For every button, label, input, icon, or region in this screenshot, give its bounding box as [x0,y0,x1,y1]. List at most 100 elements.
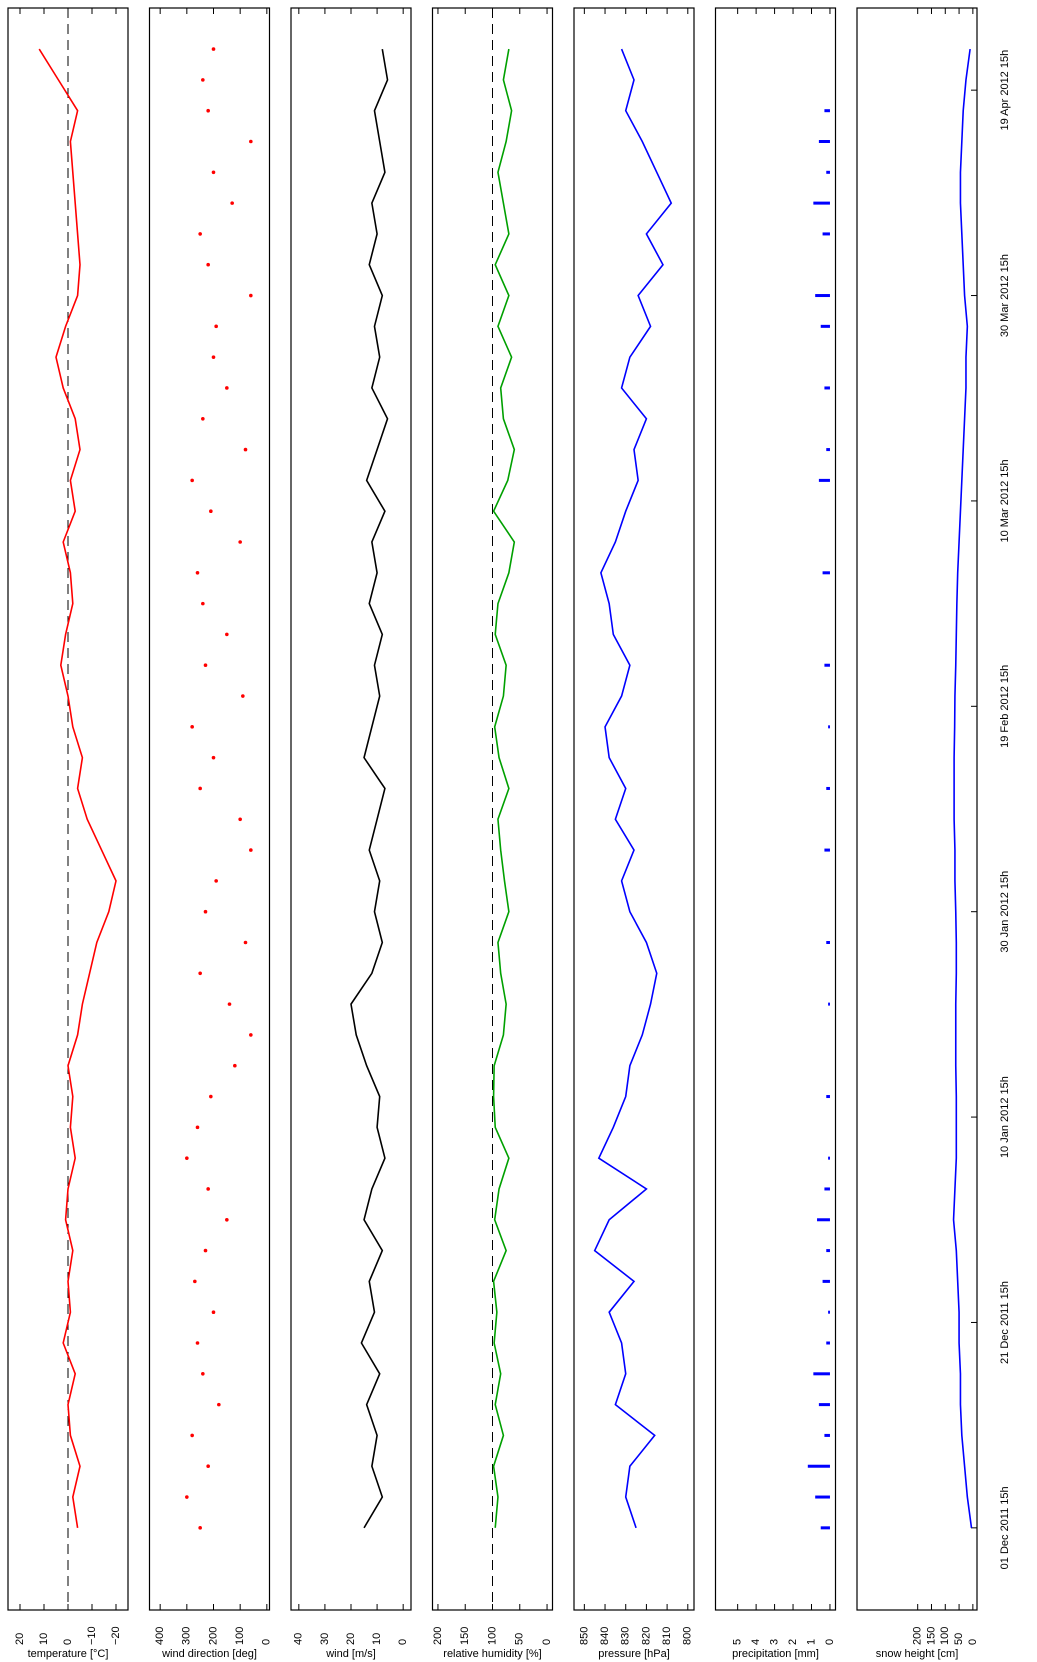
y-tick-label: 200 [912,1627,924,1645]
bar [807,1464,830,1468]
data-line [593,48,673,1529]
data-line [492,48,516,1528]
bar [818,1403,830,1407]
data-point [190,725,194,729]
data-point [243,940,248,945]
y-tick-label: 400 [154,1627,166,1645]
y-tick-label: 10 [38,1633,50,1645]
bar [813,201,830,205]
bar [818,478,830,482]
bar [826,170,830,174]
data-point [211,1310,216,1314]
bar [817,1218,830,1222]
y-tick-label: 30 [319,1633,331,1645]
data-point [249,1033,253,1037]
x-tick-label: 10 Jan 2012 15h [999,1076,1011,1158]
data-point [238,817,242,822]
bar [826,448,830,452]
bar [826,1095,830,1099]
y-axis-title: precipitation [mm] [732,1648,819,1660]
panel-frame [290,7,412,1611]
y-tick-label: 100 [939,1627,951,1645]
data-point [201,78,205,82]
y-tick-label: 100 [486,1627,498,1645]
data-point [225,632,229,637]
data-point [230,201,234,205]
data-point [233,1063,237,1068]
bar [815,1495,830,1499]
data-point [249,139,253,144]
bar [828,1156,830,1160]
x-tick-label: 10 Mar 2012 15h [999,459,1011,542]
y-tick-label: 4 [750,1639,762,1645]
bar [824,663,830,667]
bar [822,1279,830,1283]
data-point [206,108,210,113]
data-point [206,1464,210,1469]
y-tick-label: 50 [953,1633,965,1645]
bar [820,1526,830,1530]
y-axis-title: pressure [hPa] [598,1648,670,1660]
y-tick-label: 0 [541,1639,553,1645]
y-tick-label: 50 [514,1633,526,1645]
data-point [201,601,205,606]
data-point [211,47,216,51]
y-tick-label: 200 [207,1627,219,1645]
data-point [195,571,200,575]
bar [828,1310,830,1314]
data-point [195,1341,200,1345]
data-point [185,1156,189,1160]
data-point [227,1002,232,1006]
y-tick-label: 300 [181,1627,193,1645]
y-tick-label: 0 [261,1639,273,1645]
data-point [203,1248,208,1253]
y-tick-label: 3 [768,1639,780,1645]
data-point [214,879,218,883]
y-axis-title: wind direction [deg] [161,1648,257,1660]
data-point [203,663,208,668]
bar [826,1249,830,1253]
y-axis-title: snow height [cm] [876,1648,959,1660]
y-axis-title: wind [m/s] [325,1648,376,1660]
bar [826,786,830,790]
data-point [211,170,216,175]
y-tick-label: 830 [620,1627,632,1645]
bar [824,386,830,390]
data-point [211,355,216,359]
y-axis-title: relative humidity [%] [443,1648,541,1660]
bar [822,232,830,236]
x-tick-label: 30 Mar 2012 15h [999,254,1011,337]
y-tick-label: 10 [371,1633,383,1645]
data-point [203,909,208,914]
y-tick-label: 0 [824,1639,836,1645]
y-tick-label: 820 [640,1627,652,1645]
bar [815,294,830,298]
data-point [249,293,253,298]
data-point [249,848,253,852]
bar [828,1002,830,1006]
y-tick-label: −20 [110,1626,122,1645]
y-tick-label: 40 [293,1633,305,1645]
y-tick-label: 20 [14,1633,26,1645]
y-tick-label: 850 [578,1627,590,1645]
data-point [198,232,202,236]
y-tick-label: 2 [787,1639,799,1645]
data-point [198,1526,202,1530]
bar [824,1187,830,1191]
y-tick-label: 0 [397,1639,409,1645]
panel-frame [7,7,129,1611]
data-point [209,1094,213,1099]
x-tick-label: 01 Dec 2011 15h [999,1486,1011,1569]
panel-frame [856,7,978,1611]
data-point [190,1433,194,1438]
bar [820,324,830,328]
y-tick-label: 5 [732,1639,744,1645]
data-point [214,324,218,329]
bar [818,140,830,143]
data-point [201,1372,205,1376]
y-tick-label: 20 [345,1633,357,1645]
bar [824,848,830,852]
y-tick-label: 800 [682,1627,694,1645]
